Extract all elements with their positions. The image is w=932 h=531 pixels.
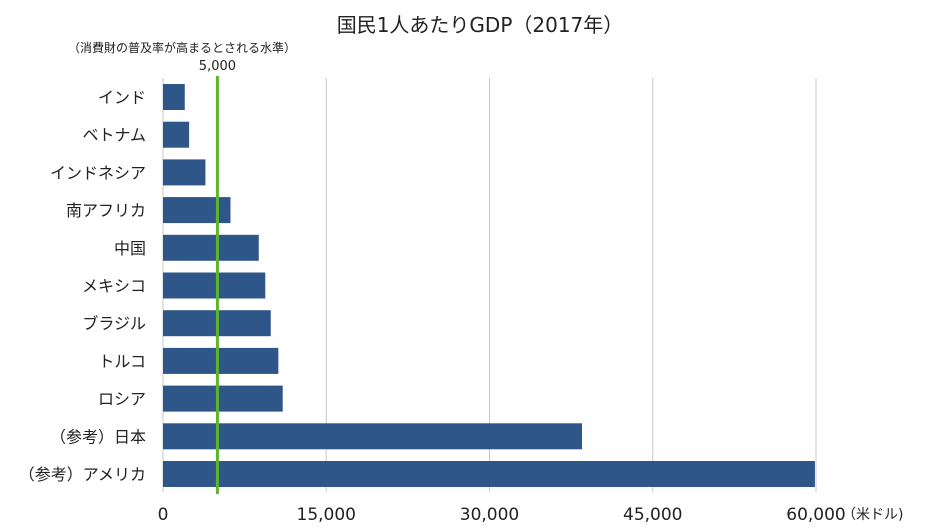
unit-label: （米ドル): [842, 507, 903, 523]
category-label: インド: [98, 88, 146, 107]
chart-title: 国民1人あたりGDP（2017年）: [337, 13, 624, 37]
reference-line-group: 5,000 （消費財の普及率が高まるとされる水準）: [68, 40, 296, 494]
x-tick-labels: 0 15,000 30,000 45,000 60,000: [158, 505, 846, 525]
reference-line-note: （消費財の普及率が高まるとされる水準）: [68, 40, 296, 55]
bar: [163, 461, 815, 487]
bar: [163, 84, 185, 110]
category-label: トルコ: [98, 352, 146, 371]
category-label: 中国: [114, 239, 146, 258]
bar: [163, 121, 190, 148]
category-label: 南アフリカ: [66, 201, 146, 220]
bar: [163, 347, 279, 374]
reference-line-value: 5,000: [199, 59, 236, 74]
category-label: （参考）アメリカ: [19, 465, 146, 484]
category-label: メキシコ: [82, 277, 146, 296]
x-tick-label: 60,000: [786, 505, 845, 525]
bar: [163, 423, 583, 450]
bar: [163, 197, 231, 224]
bar: [163, 159, 206, 186]
x-tick-label: 15,000: [297, 505, 356, 525]
x-tick-label: 0: [158, 505, 169, 525]
bar: [163, 385, 283, 412]
category-label: ブラジル: [82, 314, 146, 333]
x-tick-label: 45,000: [623, 505, 682, 525]
bar: [163, 234, 259, 261]
category-label: ベトナム: [82, 126, 146, 145]
category-label: インドネシア: [50, 163, 146, 182]
bars: [163, 84, 815, 487]
category-label: ロシア: [98, 390, 146, 409]
category-label: （参考）日本: [50, 427, 146, 446]
bar: [163, 272, 266, 299]
x-tick-label: 30,000: [460, 505, 519, 525]
